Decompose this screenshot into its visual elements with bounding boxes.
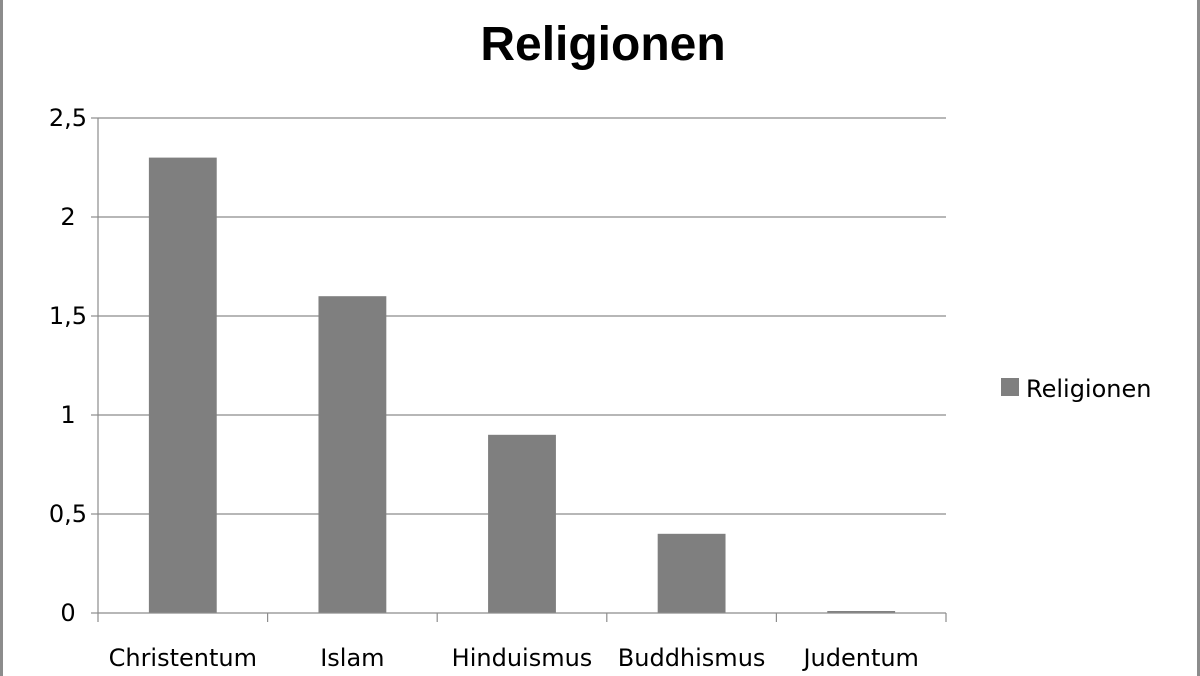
x-axis-labels: Christentum Islam Hinduismus Buddhismus Jude… bbox=[109, 644, 919, 672]
chart-title: Religionen bbox=[480, 18, 725, 71]
legend-swatch bbox=[1001, 378, 1019, 396]
y-tick-label: 0 bbox=[60, 599, 75, 627]
x-tick-label: Judentum bbox=[801, 644, 919, 672]
x-tick-label: Christentum bbox=[109, 644, 257, 672]
bar-buddhismus bbox=[657, 533, 726, 613]
gridlines bbox=[98, 117, 946, 515]
y-axis-ticks: 0 0,5 1 1,5 2 2,5 bbox=[49, 104, 98, 627]
legend: Religionen bbox=[1001, 375, 1151, 403]
x-axis bbox=[97, 118, 947, 622]
x-tick-label: Hinduismus bbox=[452, 644, 593, 672]
bar-islam bbox=[318, 296, 387, 613]
y-tick-label: 2,5 bbox=[49, 104, 87, 132]
x-tick-label: Buddhismus bbox=[618, 644, 766, 672]
bar-chart: Religionen 0 0,5 1 1,5 2 2,5 Christentum Islam… bbox=[49, 18, 1152, 672]
bar-hinduismus bbox=[488, 434, 556, 613]
bars bbox=[148, 157, 896, 613]
y-tick-label: 1,5 bbox=[49, 302, 87, 330]
bar-judentum bbox=[827, 611, 896, 613]
y-tick-label: 1 bbox=[60, 401, 75, 429]
y-tick-label: 0,5 bbox=[49, 500, 87, 528]
bar-christentum bbox=[148, 157, 217, 613]
y-tick-label: 2 bbox=[60, 203, 75, 231]
x-tick-label: Islam bbox=[320, 644, 384, 672]
legend-label: Religionen bbox=[1026, 375, 1151, 403]
